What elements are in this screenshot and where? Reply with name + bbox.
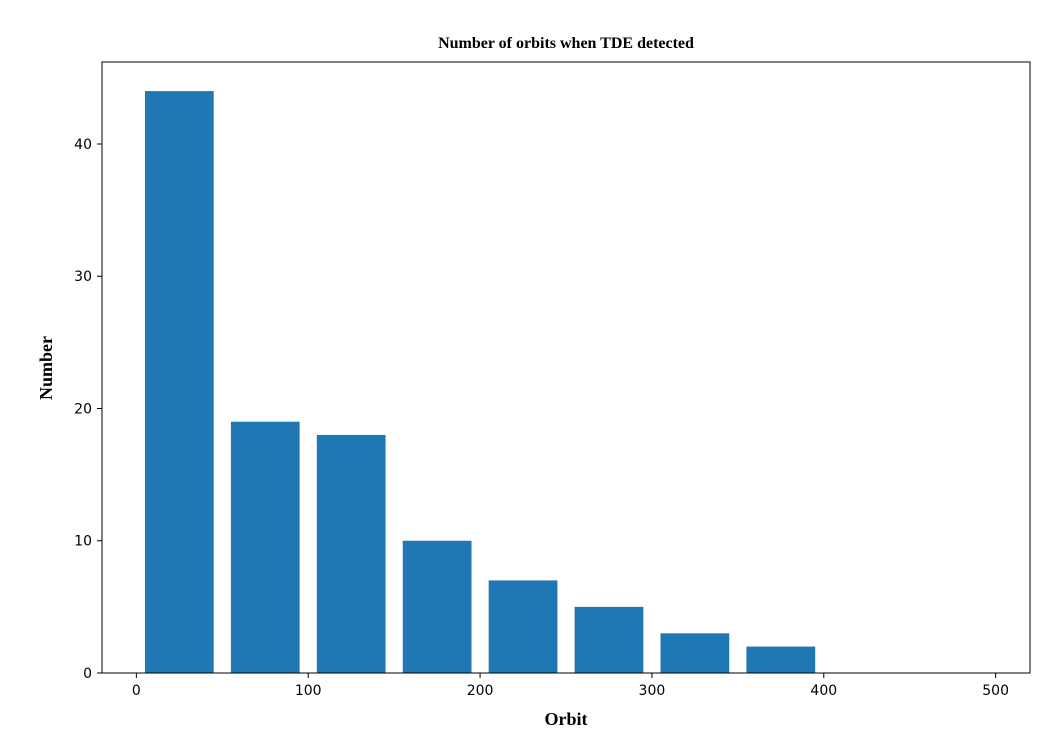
y-tick-label: 40: [74, 137, 92, 153]
bar-1: [230, 421, 300, 673]
chart-title: Number of orbits when TDE detected: [438, 35, 694, 52]
x-tick-label: 100: [295, 683, 322, 699]
bar-6: [660, 633, 730, 673]
y-tick-label: 0: [83, 666, 92, 682]
bar-5: [574, 606, 644, 673]
bar-4: [488, 580, 558, 673]
bars-group: [144, 91, 816, 674]
x-tick-label: 200: [467, 683, 494, 699]
y-tick-label: 30: [74, 269, 92, 285]
y-tick-label: 20: [74, 401, 92, 417]
x-axis-label: Orbit: [545, 709, 588, 729]
x-tick-label: 400: [810, 683, 837, 699]
x-tick-label: 500: [982, 683, 1009, 699]
y-axis-label: Number: [36, 336, 56, 400]
bar-3: [402, 540, 472, 673]
y-axis-ticks: 0 10 20 30 40: [74, 137, 102, 682]
bar-7: [746, 646, 816, 673]
bar-0: [144, 91, 214, 674]
x-tick-label: 0: [132, 683, 141, 699]
x-axis-ticks: 0 100 200 300 400 500: [132, 673, 1009, 699]
plot-frame: [101, 61, 1031, 674]
bar-2: [316, 434, 386, 673]
x-tick-label: 300: [639, 683, 666, 699]
y-tick-label: 10: [74, 534, 92, 550]
